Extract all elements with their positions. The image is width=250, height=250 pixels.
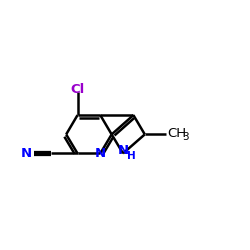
Text: N: N [95, 147, 106, 160]
Text: Cl: Cl [70, 83, 85, 96]
Text: 3: 3 [182, 132, 189, 142]
Text: H: H [126, 151, 135, 161]
Text: CH: CH [167, 127, 186, 140]
Text: N: N [21, 147, 32, 160]
Text: N: N [118, 144, 128, 158]
